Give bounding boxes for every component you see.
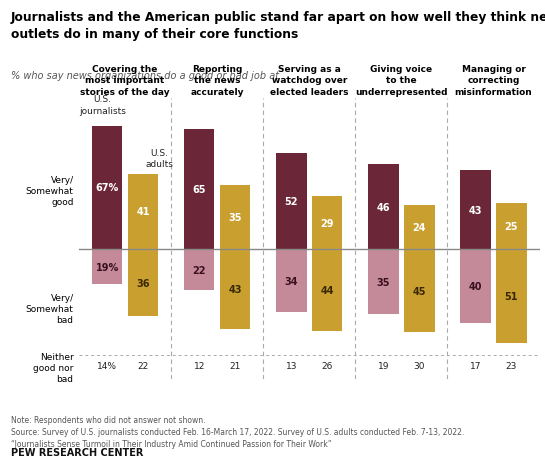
Text: 44: 44 xyxy=(320,285,334,295)
Text: U.S.
adults: U.S. adults xyxy=(146,149,173,169)
Bar xyxy=(220,185,250,250)
Bar xyxy=(368,250,398,314)
Text: 52: 52 xyxy=(284,197,298,207)
Text: 19%: 19% xyxy=(95,262,119,272)
Text: PEW RESEARCH CENTER: PEW RESEARCH CENTER xyxy=(11,447,143,457)
Bar xyxy=(184,130,214,250)
Text: 46: 46 xyxy=(377,202,390,213)
Text: 30: 30 xyxy=(414,361,425,370)
Text: 17: 17 xyxy=(470,361,481,370)
Text: 12: 12 xyxy=(193,361,205,370)
Text: 40: 40 xyxy=(469,281,482,291)
Text: 43: 43 xyxy=(228,284,242,294)
Bar xyxy=(276,154,306,250)
Text: Neither
good nor
bad: Neither good nor bad xyxy=(33,352,74,383)
Text: 34: 34 xyxy=(284,276,298,286)
Bar xyxy=(184,250,214,290)
Text: Journalists and the American public stand far apart on how well they think news
: Journalists and the American public stan… xyxy=(11,11,545,41)
Text: Covering the
most important
stories of the day: Covering the most important stories of t… xyxy=(80,65,170,96)
Text: Giving voice
to the
underrepresented: Giving voice to the underrepresented xyxy=(355,65,447,96)
Text: U.S.
journalists: U.S. journalists xyxy=(79,95,126,115)
Text: 26: 26 xyxy=(322,361,333,370)
Text: 13: 13 xyxy=(286,361,297,370)
Bar xyxy=(404,206,434,250)
Text: 65: 65 xyxy=(192,185,206,195)
Bar xyxy=(312,250,342,331)
Bar xyxy=(312,196,342,250)
Text: Managing or
correcting
misinformation: Managing or correcting misinformation xyxy=(455,65,532,96)
Bar xyxy=(92,250,122,285)
Bar xyxy=(496,204,526,250)
Bar xyxy=(496,250,526,344)
Text: 29: 29 xyxy=(320,218,334,228)
Text: % who say news organizations do a good or bad job at ...: % who say news organizations do a good o… xyxy=(11,71,292,81)
Text: Serving as a
watchdog over
elected leaders: Serving as a watchdog over elected leade… xyxy=(270,65,349,96)
Bar xyxy=(368,165,398,250)
Text: 45: 45 xyxy=(413,286,426,296)
Text: 67%: 67% xyxy=(95,183,119,193)
Text: 35: 35 xyxy=(377,277,390,287)
Text: 51: 51 xyxy=(505,292,518,302)
Text: 23: 23 xyxy=(506,361,517,370)
Text: 21: 21 xyxy=(229,361,241,370)
Text: 24: 24 xyxy=(413,223,426,233)
Text: Very/
Somewhat
bad: Very/ Somewhat bad xyxy=(26,293,74,324)
Bar xyxy=(461,171,490,250)
Bar xyxy=(128,250,158,316)
Text: 14%: 14% xyxy=(97,361,117,370)
Bar xyxy=(92,126,122,250)
Bar xyxy=(276,250,306,313)
Bar xyxy=(128,174,158,250)
Text: 19: 19 xyxy=(378,361,389,370)
Text: 36: 36 xyxy=(136,278,150,288)
Text: Very/
Somewhat
good: Very/ Somewhat good xyxy=(26,175,74,207)
Text: 25: 25 xyxy=(505,222,518,232)
Text: Reporting
the news
accurately: Reporting the news accurately xyxy=(190,65,244,96)
Text: 22: 22 xyxy=(192,265,206,275)
Text: Note: Respondents who did not answer not shown.
Source: Survey of U.S. journalis: Note: Respondents who did not answer not… xyxy=(11,415,464,448)
Text: 43: 43 xyxy=(469,205,482,215)
Text: 35: 35 xyxy=(228,213,242,223)
Bar xyxy=(461,250,490,324)
Text: 41: 41 xyxy=(136,207,150,217)
Bar xyxy=(404,250,434,333)
Bar xyxy=(220,250,250,329)
Text: 22: 22 xyxy=(137,361,149,370)
